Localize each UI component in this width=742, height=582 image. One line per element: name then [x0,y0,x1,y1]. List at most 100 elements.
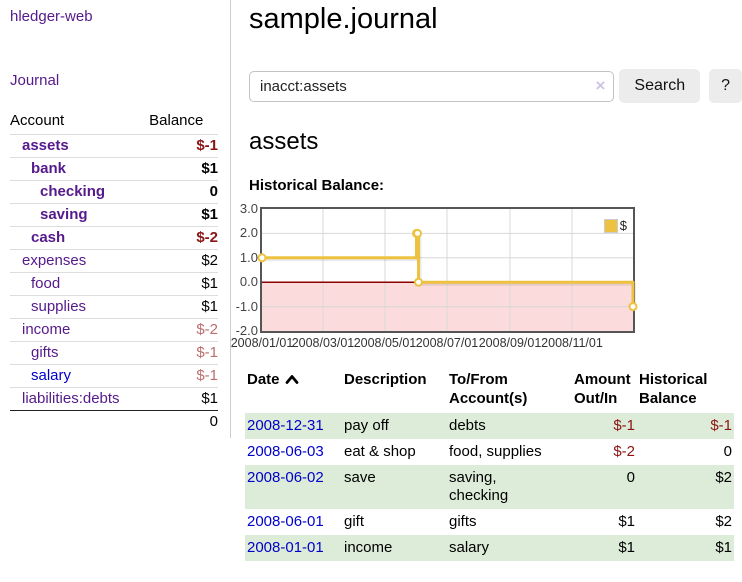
main-panel: sample.journal × Search ? assets Histori… [231,0,742,582]
sort-ascending-icon [285,371,299,388]
register-table: Date Description To/From Account(s) Amount Ou… [245,368,734,561]
transaction-accounts: saving, checking [449,469,509,504]
search-box: × [249,70,615,102]
register-header-amount: Amount Out/In [572,368,637,413]
account-link-food[interactable]: food [31,275,61,292]
account-row: income $-2 [10,318,218,342]
account-row: expenses $2 [10,249,218,273]
app-title-link[interactable]: hledger-web [10,8,93,25]
register-header-label2: Account(s) [449,390,528,407]
historical-balance-chart: $ 3.0 2.0 1.0 0.0 -1.0 -2.0 2008/01/01 2008/03/… [231,201,742,353]
account-link-income[interactable]: income [22,321,71,338]
transaction-amount: $-1 [613,417,635,434]
transaction-amount: $1 [618,513,635,530]
transaction-date-link[interactable]: 2008-12-31 [247,417,324,434]
account-row: checking 0 [10,180,218,204]
accounts-total-row: 0 [10,410,218,433]
account-balance: $-1 [149,341,218,365]
register-header-label: To/From [449,371,508,388]
search-button[interactable]: Search [619,69,701,103]
register-header-historical: Historical Balance [637,368,734,413]
register-row: 2008-06-02 save saving, checking 0 $2 [245,465,734,509]
transaction-running-balance: $2 [715,513,732,530]
account-link-salary[interactable]: salary [31,367,72,384]
account-balance: $-2 [149,226,218,250]
transaction-date-link[interactable]: 2008-06-03 [247,443,324,460]
x-axis-label: 2008/11/01 [541,336,603,350]
account-row: food $1 [10,272,218,296]
transaction-description: eat & shop [344,443,416,460]
register-header-label2: Balance [639,390,697,407]
account-link-liabilities-debts[interactable]: liabilities:debts [22,390,120,407]
transaction-date-link[interactable]: 2008-01-01 [247,539,324,556]
chart-plot-area: $ [257,207,638,333]
transaction-accounts: gifts [449,513,477,530]
account-row: assets $-1 [10,134,218,158]
transaction-amount: $1 [618,539,635,556]
account-link-saving[interactable]: saving [40,206,88,223]
y-axis-label: 3.0 [239,201,258,216]
legend-swatch-icon [603,218,618,233]
register-header-description: Description [342,368,447,413]
transaction-running-balance: $-1 [710,417,732,434]
y-axis-label: -2.0 [235,323,258,338]
search-row: × Search ? [249,69,742,103]
account-balance: $1 [149,157,218,181]
transaction-amount: $-2 [613,443,635,460]
account-link-gifts[interactable]: gifts [31,344,59,361]
search-input[interactable] [249,70,615,102]
account-balance: $1 [149,272,218,296]
account-balance: $-2 [149,318,218,342]
x-axis-label: 2008/03/01 [291,336,355,350]
accounts-table: Account Balance assets $-1 bank $1 checking 0… [10,109,218,433]
register-header-date[interactable]: Date [245,368,342,413]
account-link-checking[interactable]: checking [40,183,106,200]
account-row: bank $1 [10,157,218,181]
transaction-description: gift [344,513,365,530]
register-header-label: Description [344,371,427,388]
transaction-amount: 0 [626,469,635,486]
transaction-accounts: debts [449,417,486,434]
register-header-label: Amount [574,371,631,388]
register-row: 2008-06-03 eat & shop food, supplies $-2 0 [245,439,734,465]
register-header-label2: Out/In [574,390,618,407]
sidebar-item-journal[interactable]: Journal [10,72,60,89]
account-balance: 0 [149,180,218,204]
account-link-assets[interactable]: assets [22,137,69,154]
account-balance: $1 [149,203,218,227]
account-row: cash $-2 [10,226,218,250]
x-axis-label: 2008/05/01 [353,336,417,350]
account-row: supplies $1 [10,295,218,319]
register-header-label: Historical [639,371,708,388]
transaction-accounts: salary [449,539,490,556]
register-row: 2008-12-31 pay off debts $-1 $-1 [245,413,734,439]
clear-search-icon[interactable]: × [595,75,606,95]
accounts-header-row: Account Balance [10,109,218,135]
account-row: saving $1 [10,203,218,227]
y-axis-label: 2.0 [239,225,258,241]
transaction-running-balance: $1 [715,539,732,556]
x-axis-label: 2008/01/01 [230,336,294,350]
register-header-row: Date Description To/From Account(s) Amount Ou… [245,368,734,413]
account-balance: $1 [149,295,218,319]
register-header-tofrom: To/From Account(s) [447,368,572,413]
account-link-supplies[interactable]: supplies [31,298,87,315]
account-link-cash[interactable]: cash [31,229,66,246]
account-balance: $-1 [149,364,218,388]
register-row: 2008-06-01 gift gifts $1 $2 [245,509,734,535]
account-link-bank[interactable]: bank [31,160,67,177]
x-axis-label: 2008/07/01 [415,336,479,350]
transaction-date-link[interactable]: 2008-06-01 [247,513,324,530]
transaction-accounts: food, supplies [449,443,542,460]
help-button[interactable]: ? [709,69,742,103]
account-link-expenses[interactable]: expenses [22,252,87,269]
account-row: salary $-1 [10,364,218,388]
y-axis-label: -1.0 [235,298,258,314]
y-axis-label: 0.0 [239,274,258,290]
transaction-date-link[interactable]: 2008-06-02 [247,469,324,486]
x-axis-label: 2008/09/01 [478,336,542,350]
accounts-header-account: Account [10,112,65,129]
account-heading: assets [249,128,319,155]
chart-canvas [257,209,638,331]
legend-label: $ [619,218,627,233]
